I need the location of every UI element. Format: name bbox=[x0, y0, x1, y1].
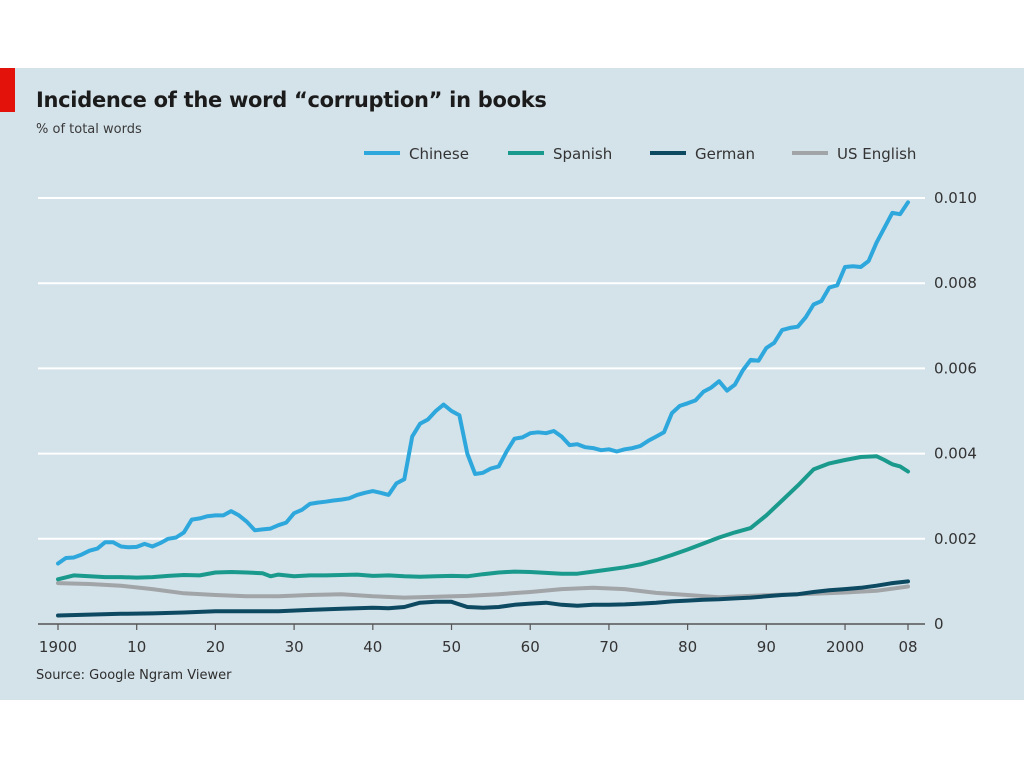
y-tick-label: 0.008 bbox=[934, 274, 977, 292]
y-tick-label: 0.002 bbox=[934, 530, 977, 548]
legend-label-german: German bbox=[695, 145, 755, 163]
x-tick-label: 10 bbox=[127, 638, 146, 656]
legend-label-us-english: US English bbox=[837, 145, 916, 163]
source-note: Source: Google Ngram Viewer bbox=[36, 668, 232, 683]
chart-subtitle: % of total words bbox=[36, 122, 142, 137]
x-tick-label: 08 bbox=[898, 638, 917, 656]
accent-tag bbox=[0, 68, 15, 112]
x-tick-label: 40 bbox=[363, 638, 382, 656]
y-tick-label: 0.004 bbox=[934, 445, 977, 463]
x-tick-label: 30 bbox=[285, 638, 304, 656]
series-line-spanish bbox=[56, 454, 910, 582]
y-tick-label: 0.006 bbox=[934, 359, 977, 377]
chart-title: Incidence of the word “corruption” in bo… bbox=[36, 88, 547, 112]
x-tick-label: 2000 bbox=[826, 638, 864, 656]
x-tick-label: 20 bbox=[206, 638, 225, 656]
series-line-german bbox=[56, 579, 910, 618]
legend-label-chinese: Chinese bbox=[409, 145, 469, 163]
legend-label-spanish: Spanish bbox=[553, 145, 612, 163]
x-tick-label: 1900 bbox=[39, 638, 77, 656]
series-line-chinese bbox=[56, 200, 910, 566]
x-tick-label: 70 bbox=[599, 638, 618, 656]
x-tick-label: 80 bbox=[678, 638, 697, 656]
y-tick-label: 0.010 bbox=[934, 189, 977, 207]
x-tick-label: 90 bbox=[757, 638, 776, 656]
y-tick-label: 0 bbox=[934, 615, 944, 633]
x-tick-label: 60 bbox=[521, 638, 540, 656]
x-tick-label: 50 bbox=[442, 638, 461, 656]
